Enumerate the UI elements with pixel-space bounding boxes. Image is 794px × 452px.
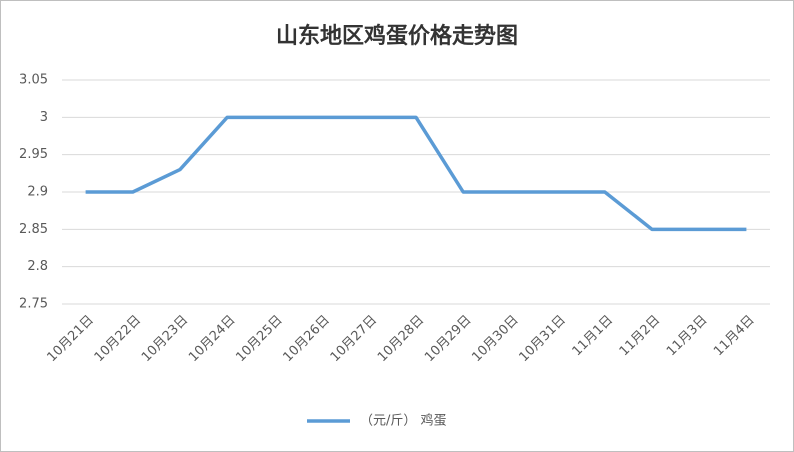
y-tick-label: 3.05: [19, 73, 48, 88]
y-tick-label: 3: [40, 110, 48, 125]
legend-label: （元/斤） 鸡蛋: [360, 413, 447, 429]
y-tick-label: 2.8: [27, 259, 48, 274]
y-tick-label: 2.95: [19, 147, 48, 162]
y-tick-label: 2.85: [19, 222, 48, 237]
chart-title: 山东地区鸡蛋价格走势图: [276, 23, 518, 49]
y-tick-label: 2.75: [19, 297, 48, 312]
series-line: [85, 115, 747, 232]
y-tick-label: 2.9: [27, 185, 48, 200]
